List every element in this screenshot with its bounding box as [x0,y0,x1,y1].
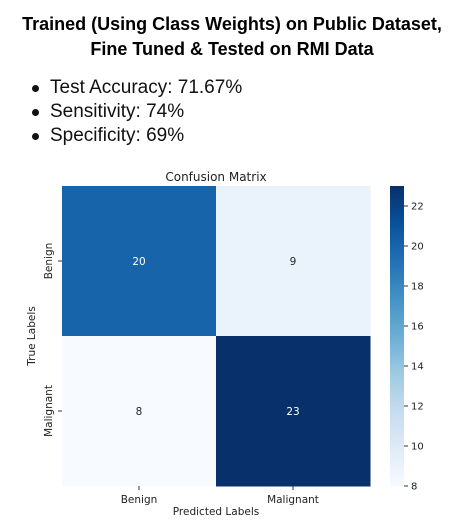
colorbar-tick-label: 12 [411,402,424,413]
colorbar-gradient [390,186,404,486]
colorbar-tick-label: 18 [411,282,424,293]
cell-value-label: 20 [132,256,145,268]
heatmap-cell [62,336,217,487]
cell-value-label: 8 [136,406,143,418]
colorbar-tick-label: 14 [411,362,424,373]
colorbar-tick-label: 20 [411,242,424,253]
y-axis-label: True Labels [26,306,38,366]
x-tick-label: Malignant [267,494,319,506]
y-axis-ticks: Benign Malignant [43,243,62,437]
cell-value-label: 23 [286,406,299,418]
cell-value-label: 9 [290,256,297,268]
title-line-2: Fine Tuned & Tested on RMI Data [90,39,374,59]
slide-title: Trained (Using Class Weights) on Public … [0,12,464,62]
metric-accuracy: Test Accuracy: 71.67% [30,76,242,100]
heatmap-cell [216,186,371,337]
colorbar-tick-label: 10 [411,442,424,453]
metrics-list: Test Accuracy: 71.67% Sensitivity: 74% S… [30,76,242,148]
colorbar-ticks: 8 10 12 14 16 18 20 22 [404,202,424,493]
metric-specificity: Specificity: 69% [30,124,242,148]
colorbar: 8 10 12 14 16 18 20 22 [390,186,424,493]
y-tick-label: Malignant [43,385,55,437]
x-tick-label: Benign [121,494,158,506]
heatmap-cells [62,186,371,487]
heatmap-cell-labels: 20 9 8 23 [132,256,299,418]
colorbar-tick-label: 8 [411,482,417,493]
metric-sensitivity: Sensitivity: 74% [30,100,242,124]
heatmap-cell [62,186,217,337]
y-tick-label: Benign [43,243,55,280]
chart-title: Confusion Matrix [165,170,266,184]
heatmap-cell [216,336,371,487]
x-axis-label: Predicted Labels [173,506,259,518]
x-axis-ticks: Benign Malignant [121,486,319,506]
colorbar-tick-label: 22 [411,202,424,213]
title-line-1: Trained (Using Class Weights) on Public … [22,14,442,34]
confusion-matrix-chart: Confusion Matrix 20 98 23 Benign Malignant … [26,170,424,518]
colorbar-tick-label: 16 [411,322,424,333]
